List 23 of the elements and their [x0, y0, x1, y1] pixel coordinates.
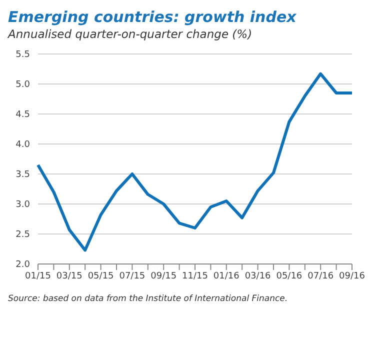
- y-tick-label: 4.5: [16, 110, 30, 120]
- x-tick-label: 09/15: [150, 271, 177, 282]
- x-tick-label: 01/16: [213, 271, 240, 282]
- x-tick-label: 05/15: [88, 271, 114, 282]
- chart-title: Emerging countries: growth index: [8, 8, 298, 26]
- line-series: [36, 72, 354, 252]
- x-tick-label: 03/15: [56, 271, 82, 282]
- x-tick-label: 03/16: [244, 271, 272, 282]
- x-tick-label: 01/15: [25, 271, 51, 282]
- y-tick-label: 3.0: [16, 200, 30, 210]
- x-tick-label: 07/15: [119, 271, 146, 282]
- x-tick-label: 05/16: [276, 271, 302, 282]
- y-tick-label: 3.5: [16, 170, 30, 180]
- chart-subtitle: Annualised quarter-on-quarter change (%): [8, 26, 254, 42]
- x-tick-label: 09/16: [339, 271, 366, 282]
- y-tick-label: 2.0: [16, 260, 30, 270]
- x-tick-label: 07/16: [308, 271, 334, 282]
- y-tick-label: 5.5: [16, 50, 30, 60]
- y-tick-label: 2.5: [16, 230, 30, 240]
- source-note: Source: based on data from the Institute of International Finance.: [8, 294, 289, 304]
- x-tick-label: 11/15: [182, 271, 208, 282]
- y-tick-label: 5.0: [16, 80, 30, 90]
- y-tick-label: 4.0: [16, 140, 30, 150]
